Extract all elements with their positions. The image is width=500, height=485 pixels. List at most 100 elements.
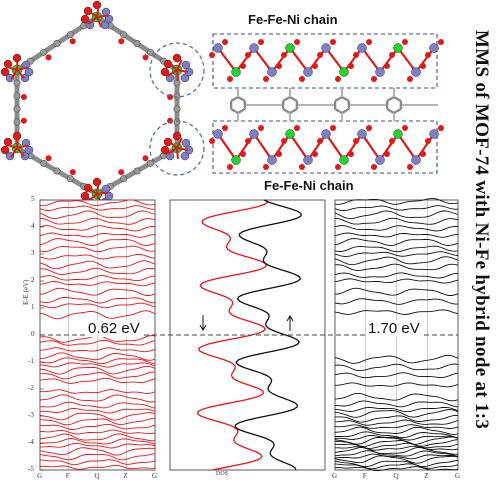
- spin-down-band: [334, 400, 459, 408]
- chain-box-bottom: [212, 120, 438, 174]
- chain-oxygen-atom: [317, 138, 323, 144]
- carbon-atom: [120, 175, 128, 183]
- spin-down-band: [334, 263, 459, 271]
- spin-down-band: [334, 392, 459, 402]
- chain-bond: [397, 133, 417, 161]
- band-panels: [39, 198, 459, 472]
- spin-up-band: [39, 408, 156, 414]
- chain-oxygen-atom: [294, 39, 300, 45]
- chain-oxygen-atom: [366, 125, 372, 131]
- metal-oxygen-atom: [24, 145, 34, 155]
- carbon-atom: [173, 105, 181, 113]
- chain-oxygen-atom: [227, 164, 233, 170]
- chain-label-bottom: Fe-Fe-Ni chain: [264, 178, 354, 193]
- chain-oxygen-atom: [209, 138, 215, 144]
- metal-oxygen-bond: [16, 144, 28, 149]
- spin-down-band: [334, 419, 459, 426]
- chain-metal-atom: [339, 67, 349, 77]
- chain-metal-atom: [393, 129, 403, 139]
- chain-oxygen-atom: [299, 76, 305, 82]
- spin-up-band: [39, 245, 156, 253]
- chain-bond: [325, 133, 345, 161]
- spin-down-band: [334, 309, 459, 315]
- benzene-bond: [282, 107, 291, 115]
- metal-oxygen-bond: [10, 69, 18, 80]
- benzene-bond: [386, 95, 395, 103]
- metal-oxygen-atom: [92, 177, 102, 187]
- chain-oxygen-atom: [371, 76, 377, 82]
- chain-bond: [271, 47, 291, 73]
- metal-oxygen-atom: [80, 14, 90, 24]
- chain-bond: [307, 47, 327, 73]
- y-tick-label: -2: [28, 384, 34, 392]
- carbon-atom: [13, 79, 21, 87]
- metal-oxygen-bond: [96, 14, 109, 18]
- spin-down-band: [334, 439, 459, 447]
- spin-down-band: [334, 431, 459, 439]
- chain-bond: [343, 133, 363, 161]
- benzene-bond: [289, 107, 298, 115]
- chain-oxygen-atom: [407, 76, 413, 82]
- benzene-bond: [393, 107, 402, 115]
- gap-label-right: 1.70 eV: [366, 320, 422, 337]
- kpoint-label: G: [332, 472, 338, 480]
- spin-up-band: [40, 429, 156, 435]
- carbon-atom: [120, 31, 128, 39]
- oxygen-atom: [20, 94, 27, 101]
- spin-up-band: [39, 389, 156, 394]
- spin-down-band: [334, 272, 459, 279]
- spin-down-band: [334, 238, 459, 246]
- spin-down-band: [334, 406, 459, 413]
- y-tick-label: -4: [28, 438, 34, 446]
- chain-metal-atom: [321, 129, 331, 139]
- chain-oxygen-atom: [245, 138, 251, 144]
- oxygen-atom: [167, 117, 174, 124]
- chain-metal-atom: [249, 43, 259, 53]
- chain-bond: [361, 47, 381, 73]
- carbon-atom: [66, 31, 74, 39]
- chain-metal-atom: [411, 67, 421, 77]
- spin-down-band: [334, 382, 459, 388]
- spin-down-band: [334, 251, 459, 257]
- chain-oxygen-atom: [438, 39, 444, 45]
- carbon-atom: [173, 92, 181, 100]
- benzene-bond: [237, 95, 246, 103]
- oxygen-atom: [69, 38, 76, 45]
- metal-oxygen-bond: [176, 137, 183, 149]
- carbon-atom: [13, 105, 21, 113]
- spin-up-band: [39, 447, 156, 456]
- spin-down-band: [334, 278, 459, 284]
- spin-up-band: [39, 365, 156, 375]
- chain-metal-atom: [321, 43, 331, 53]
- metal-oxygen-atom: [180, 151, 190, 161]
- chain-oxygen-atom: [407, 164, 413, 170]
- benzene-bond: [230, 95, 239, 103]
- chain-oxygen-atom: [402, 125, 408, 131]
- spin-up-band: [39, 347, 156, 353]
- y-tick-label: 0: [31, 330, 35, 338]
- spin-up-band: [39, 423, 156, 430]
- chain-metal-atom: [357, 43, 367, 53]
- spin-down-band: [334, 256, 459, 266]
- chain-oxygen-atom: [209, 52, 215, 58]
- chain-metal-atom: [339, 155, 349, 165]
- kpoint-label: Q: [393, 472, 399, 480]
- metal-oxygen-atom: [92, 0, 102, 10]
- metal-oxygen-atom: [24, 67, 34, 77]
- carbon-atom: [40, 159, 48, 167]
- spin-up-band: [39, 417, 156, 426]
- chain-oxygen-atom: [312, 63, 318, 69]
- oxygen-atom: [20, 117, 27, 124]
- y-axis-label: E-E (eV): [22, 279, 30, 305]
- chain-oxygen-atom: [438, 125, 444, 131]
- spin-up-band: [39, 339, 156, 346]
- kpoint-label: F: [65, 472, 70, 480]
- chain-metal-atom: [357, 129, 367, 139]
- chain-bond: [289, 47, 309, 73]
- chain-oxygen-atom: [425, 52, 431, 58]
- spin-down-band: [334, 450, 459, 457]
- spin-up-band: [39, 438, 156, 445]
- dos-axis-label: DOS: [216, 471, 229, 477]
- metal-oxygen-bond: [176, 59, 183, 71]
